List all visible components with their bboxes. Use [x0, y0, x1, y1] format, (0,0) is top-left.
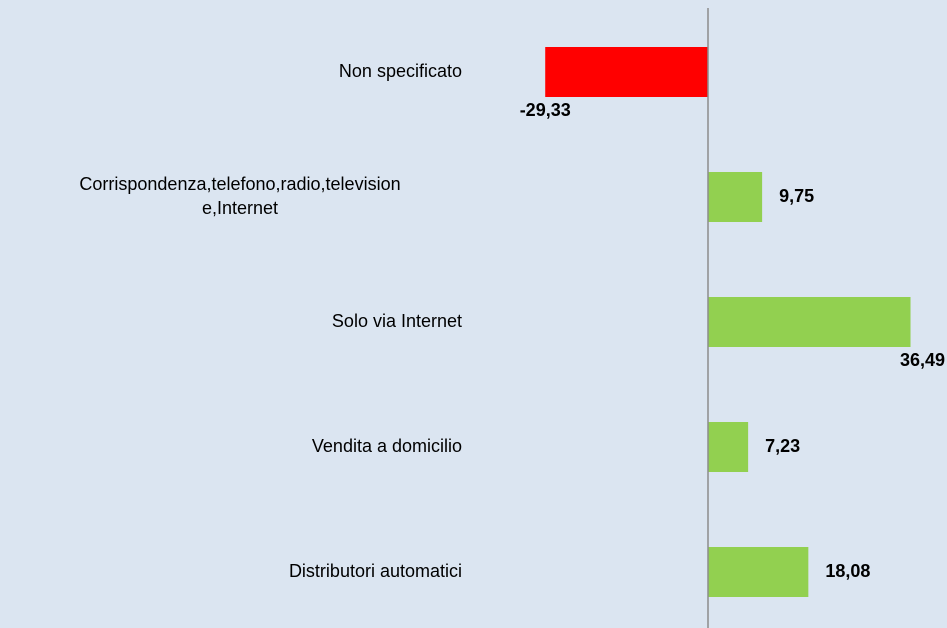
category-label: Distributori automatici	[289, 561, 462, 581]
bar	[708, 422, 749, 472]
category-label: Solo via Internet	[332, 311, 462, 331]
bar	[545, 47, 708, 97]
bar	[708, 172, 763, 222]
data-label: 18,08	[825, 561, 870, 581]
bar	[708, 547, 809, 597]
category-label: Corrispondenza,telefono,radio,television…	[79, 174, 400, 218]
data-label: -29,33	[520, 100, 571, 120]
data-label: 36,49	[900, 350, 945, 370]
data-label: 9,75	[779, 186, 814, 206]
category-label: Non specificato	[339, 61, 462, 81]
bar	[708, 297, 911, 347]
category-label: Vendita a domicilio	[312, 436, 462, 456]
data-label: 7,23	[765, 436, 800, 456]
